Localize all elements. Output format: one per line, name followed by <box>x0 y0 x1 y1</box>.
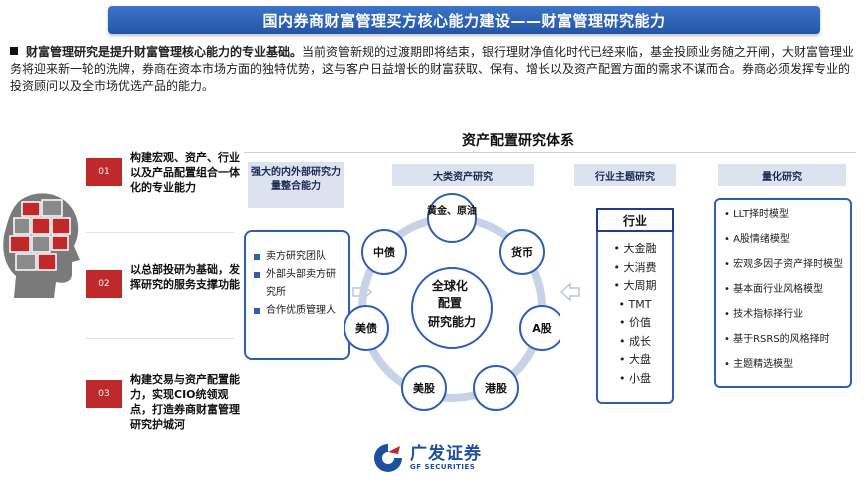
intro-lead: 财富管理研究是提升财富管理核心能力的专业基础。 <box>26 45 303 59</box>
divider <box>86 338 234 339</box>
point-number: 01 <box>86 158 122 186</box>
list-item: • A股情绪模型 <box>724 234 790 245</box>
square-bullet-icon <box>254 308 260 314</box>
node-label-us-stock: 美股 <box>413 381 436 395</box>
square-bullet-icon <box>254 254 260 260</box>
intro-paragraph: 财富管理研究是提升财富管理核心能力的专业基础。当前资管新规的过渡期即将结束，银行… <box>10 44 858 95</box>
point-text: 以总部投研为基础，发挥研究的服务支撑功能 <box>130 263 240 291</box>
logo-en-text: GF SECURITIES <box>410 462 476 471</box>
point-1: 01 构建宏观、资产、行业以及产品配置组合一体化的专业能力 <box>86 150 246 195</box>
node-a-share <box>519 305 560 351</box>
head-puzzle-icon <box>3 193 80 298</box>
list-item-label: 外部头部卖方研究所 <box>266 269 336 298</box>
list-item: • 技术指标择行业 <box>724 309 804 320</box>
gf-logo: 广发证券 GF SECURITIES <box>372 440 502 476</box>
bullet-square-icon <box>10 47 18 55</box>
node-currency <box>499 229 545 275</box>
list-item: • 宏观多因子资产择时模型 <box>724 259 844 270</box>
quant-list: • LLT择时模型 • A股情绪模型 • 宏观多因子资产择时模型 • 基本面行业… <box>714 198 852 388</box>
list-item: • 大周期 <box>613 279 657 292</box>
system-title: 资产配置研究体系 <box>462 133 574 149</box>
point-2: 02 以总部投研为基础，发挥研究的服务支撑功能 <box>86 262 246 298</box>
arrow-left-icon <box>560 282 580 302</box>
industry-label: 行业 <box>596 208 674 232</box>
center-line-2: 配置 <box>438 295 462 310</box>
divider <box>86 232 234 233</box>
logo-cn-text: 广发证券 <box>410 443 482 464</box>
list-item: 外部头部卖方研究所 <box>254 266 342 302</box>
list-item: 合作优质管理人 <box>254 302 342 320</box>
list-item: • 成长 <box>619 334 651 348</box>
list-item: • 大盘 <box>619 353 651 366</box>
node-us-stock <box>401 365 447 411</box>
list-item-label: 卖方研究团队 <box>266 251 326 262</box>
center-line-1: 全球化 <box>431 278 468 293</box>
square-bullet-icon <box>254 272 260 278</box>
list-item: • 大消费 <box>613 260 657 274</box>
node-hk-stock <box>473 365 519 411</box>
point-3: 03 构建交易与资产配置能力，实现CIO统领观点，打造券商财富管理研究护城河 <box>86 372 246 432</box>
title-rule <box>244 152 856 153</box>
svg-text:全球化 配置 研究能力: 全球化 配置 研究能力 <box>428 278 476 329</box>
quant-head: 量化研究 <box>718 164 846 186</box>
node-label-currency: 货币 <box>510 245 533 259</box>
node-gold-oil <box>427 193 477 243</box>
industry-head: 行业主题研究 <box>574 164 676 186</box>
list-item: • 基于RSRS的风格择时 <box>724 334 830 345</box>
gf-logo-icon <box>374 444 402 472</box>
intro-body: 当前资管新规的过渡期即将结束，银行理财净值化时代已经来临，基金投顾业务随之开闸，… <box>10 45 855 93</box>
slide-title: 国内券商财富管理买方核心能力建设——财富管理研究能力 <box>108 6 820 34</box>
list-item: • LLT择时模型 <box>724 209 789 220</box>
list-item: • 主题精选模型 <box>724 359 794 370</box>
industry-list: • 大金融 • 大消费 • 大周期 • TMT • 价值 • 成长 • 大盘 •… <box>596 232 674 404</box>
point-number: 03 <box>86 380 122 408</box>
asset-allocation-diagram: 全球化 配置 研究能力 黄金、原油 货币 A股 港股 美股 美债 中债 <box>344 193 560 411</box>
major-asset-head: 大类资产研究 <box>392 164 534 186</box>
node-us-bond <box>344 305 389 351</box>
center-line-3: 研究能力 <box>428 314 476 329</box>
list-item: • 价值 <box>619 316 651 329</box>
node-label-hk-stock: 港股 <box>485 381 508 395</box>
integration-head: 强大的内外部研究力量整合能力 <box>248 162 344 208</box>
node-label-cn-bond: 中债 <box>373 245 395 259</box>
point-text: 构建交易与资产配置能力，实现CIO统领观点，打造券商财富管理研究护城河 <box>130 373 240 431</box>
list-item-label: 合作优质管理人 <box>266 305 336 316</box>
point-number: 02 <box>86 270 122 298</box>
node-label-us-bond: 美债 <box>355 321 377 335</box>
research-sources-panel: 卖方研究团队 外部头部卖方研究所 合作优质管理人 <box>244 230 350 360</box>
list-item: • TMT <box>618 297 652 311</box>
list-item: • 小盘 <box>619 371 651 385</box>
list-item: 卖方研究团队 <box>254 248 342 266</box>
node-cn-bond <box>361 229 407 275</box>
list-item: • 大金融 <box>613 242 657 255</box>
point-text: 构建宏观、资产、行业以及产品配置组合一体化的专业能力 <box>130 151 240 194</box>
node-label-gold: 黄金、原油 <box>427 204 477 217</box>
list-item: • 基本面行业风格模型 <box>724 284 824 295</box>
node-label-a-share: A股 <box>532 322 553 335</box>
